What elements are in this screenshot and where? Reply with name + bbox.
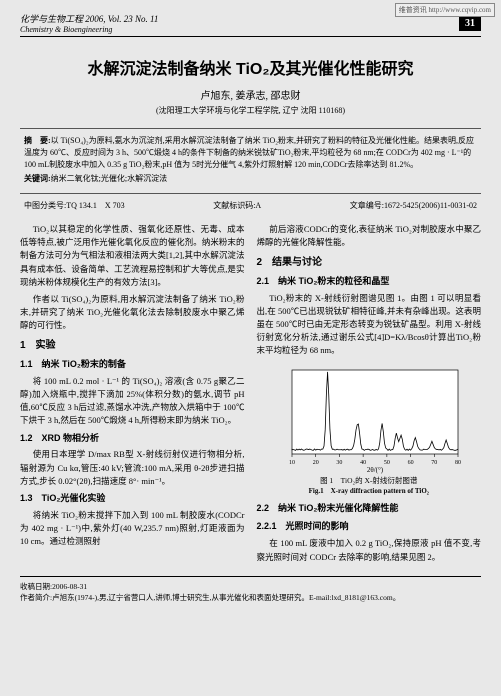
- xrd-chart: 10 20 30 40 50 60 70 80 2θ/(°): [274, 364, 464, 474]
- abstract-label: 摘 要:: [24, 136, 51, 145]
- p-2-1: TiO₂粉末的 X-射线衍射图谱见图 1。由图 1 可以明显看出,在 500℃已…: [257, 292, 482, 358]
- page: 维普资讯 http://www.cqvip.com 化学与生物工程 2006, …: [0, 0, 501, 696]
- svg-text:60: 60: [407, 460, 413, 466]
- keywords-label: 关键词:: [24, 174, 51, 183]
- svg-text:20: 20: [312, 460, 318, 466]
- clc: 中图分类号:TQ 134.1 X 703: [24, 200, 125, 211]
- header-left: 化学与生物工程 2006, Vol. 23 No. 11 Chemistry &…: [20, 12, 158, 34]
- svg-text:10: 10: [289, 460, 295, 466]
- svg-text:30: 30: [336, 460, 342, 466]
- section-2-1: 2.1 纳米 TiO₂粉末的粒径和晶型: [257, 275, 482, 289]
- classification-row: 中图分类号:TQ 134.1 X 703 文献标识码:A 文章编号:1672-5…: [20, 198, 481, 213]
- section-2-2: 2.2 纳米 TiO₂粉末光催化降解性能: [257, 502, 482, 516]
- received-date: 收稿日期:2006-08-31: [20, 581, 481, 592]
- intro-p1: TiO₂以其稳定的化学性质、强氧化还原性、无毒、成本低等特点,被广泛用作光催化氧…: [20, 223, 245, 289]
- right-column: 前后溶液CODCr的变化,表征纳米 TiO₂对制胶废水中聚乙烯醇的光催化降解性能…: [257, 223, 482, 568]
- author-info: 作者简介:卢旭东(1974-),男,辽宁省营口人,讲师,博士研究生,从事光催化和…: [20, 592, 481, 603]
- journal-cn: 化学与生物工程: [20, 14, 83, 24]
- svg-text:70: 70: [431, 460, 437, 466]
- body-columns: TiO₂以其稳定的化学性质、强氧化还原性、无毒、成本低等特点,被广泛用作光催化氧…: [20, 223, 481, 568]
- doc-code: 文献标识码:A: [213, 200, 261, 211]
- p-1-1: 将 100 mL 0.2 mol · L⁻¹ 的 Ti(SO₄)₂ 溶液(含 0…: [20, 375, 245, 428]
- cont-p: 前后溶液CODCr的变化,表征纳米 TiO₂对制胶废水中聚乙烯醇的光催化降解性能…: [257, 223, 482, 249]
- p-1-2: 使用日本理学 D/max RB型 X-射线衍射仪进行物相分析,辐射源为 Cu k…: [20, 448, 245, 488]
- section-2-2-1: 2.2.1 光照时间的影响: [257, 520, 482, 534]
- svg-text:2θ/(°): 2θ/(°): [367, 466, 384, 474]
- svg-text:40: 40: [360, 460, 366, 466]
- article-title: 水解沉淀法制备纳米 TiO₂及其光催化性能研究: [20, 55, 481, 79]
- svg-text:50: 50: [384, 460, 390, 466]
- authors: 卢旭东, 姜承志, 邵忠财: [20, 87, 481, 102]
- abstract-text: 以 Ti(SO₄)₂为原料,氨水为沉淀剂,采用水解沉淀法制备了纳米 TiO₂粉末…: [24, 136, 474, 169]
- svg-text:80: 80: [455, 460, 461, 466]
- journal-en: Chemistry & Bioengineering: [20, 25, 158, 34]
- fig1-caption-cn: 图 1 TiO₂的 X-射线衍射图谱: [257, 476, 482, 486]
- intro-p2: 作者以 Ti(SO₄)₂为原料,用水解沉淀法制备了纳米 TiO₂粉末,并研究了纳…: [20, 293, 245, 333]
- page-number: 31: [459, 16, 481, 31]
- abstract: 摘 要:以 Ti(SO₄)₂为原料,氨水为沉淀剂,采用水解沉淀法制备了纳米 Ti…: [24, 135, 477, 171]
- footer: 收稿日期:2006-08-31 作者简介:卢旭东(1974-),男,辽宁省营口人…: [20, 576, 481, 604]
- abstract-box: 摘 要:以 Ti(SO₄)₂为原料,氨水为沉淀剂,采用水解沉淀法制备了纳米 Ti…: [20, 128, 481, 194]
- figure-1: 10 20 30 40 50 60 70 80 2θ/(°) 图 1 TiO₂的 X-射线衍射图…: [257, 364, 482, 497]
- issue: 2006, Vol. 23 No. 11: [85, 14, 158, 24]
- section-1-3: 1.3 TiO₂光催化实验: [20, 492, 245, 506]
- section-1-2: 1.2 XRD 物相分析: [20, 432, 245, 446]
- p-1-3: 将纳米 TiO₂粉末搅拌下加入到 100 mL 制胶废水(CODCr 为 402…: [20, 509, 245, 549]
- section-1: 1 实验: [20, 338, 245, 354]
- watermark: 维普资讯 http://www.cqvip.com: [395, 3, 495, 17]
- keywords: 关键词:纳米二氧化钛;光催化;水解沉淀法: [24, 173, 477, 185]
- keywords-text: 纳米二氧化钛;光催化;水解沉淀法: [51, 174, 167, 183]
- left-column: TiO₂以其稳定的化学性质、强氧化还原性、无毒、成本低等特点,被广泛用作光催化氧…: [20, 223, 245, 568]
- fig1-caption-en: Fig.1 X-ray diffraction pattern of TiO₂: [257, 487, 482, 496]
- affiliation: (沈阳理工大学环境与化学工程学院, 辽宁 沈阳 110168): [20, 105, 481, 116]
- section-2: 2 结果与讨论: [257, 255, 482, 271]
- section-1-1: 1.1 纳米 TiO₂粉末的制备: [20, 358, 245, 372]
- article-id: 文章编号:1672-5425(2006)11-0031-02: [350, 200, 477, 211]
- p-2-2-1: 在 100 mL 废液中加入 0.2 g TiO₂,保持原液 pH 值不变,考察…: [257, 537, 482, 563]
